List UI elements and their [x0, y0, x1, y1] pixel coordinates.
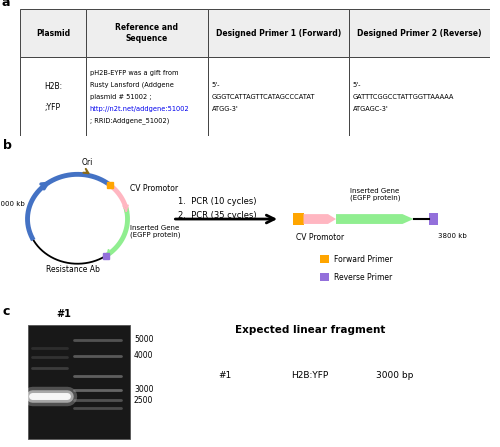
Text: a: a	[1, 0, 10, 9]
Bar	[208, 9, 349, 57]
Text: b: b	[2, 139, 12, 152]
Text: Reference and
Sequence: Reference and Sequence	[116, 23, 178, 43]
Bar	[292, 213, 304, 225]
Text: 6000 kb: 6000 kb	[0, 201, 25, 207]
Text: Inserted Gene
(EGFP protein): Inserted Gene (EGFP protein)	[130, 224, 181, 238]
Text: 2.  PCR (35 cycles): 2. PCR (35 cycles)	[178, 211, 256, 219]
Text: CV Promotor: CV Promotor	[296, 233, 344, 242]
Text: ATGAGC-3': ATGAGC-3'	[353, 106, 388, 112]
Text: Expected linear fragment: Expected linear fragment	[235, 325, 385, 335]
Text: Ori: Ori	[82, 158, 93, 167]
Text: Forward Primer: Forward Primer	[334, 255, 392, 264]
Bar	[20, 9, 86, 57]
Text: H2B:YFP: H2B:YFP	[292, 371, 329, 380]
Text: GGGTCATTAGTTCATAGCCCATAT: GGGTCATTAGTTCATAGCCCATAT	[212, 94, 316, 100]
FancyArrow shape	[336, 214, 413, 224]
Text: Designed Primer 2 (Reverse): Designed Primer 2 (Reverse)	[357, 29, 482, 38]
Text: GATTTCGGCCTATTGGTTAAAAA: GATTTCGGCCTATTGGTTAAAAA	[353, 94, 454, 100]
Text: Inserted Gene
(EGFP protein): Inserted Gene (EGFP protein)	[350, 188, 400, 201]
Text: 5'-: 5'-	[212, 82, 220, 88]
Text: 5'-: 5'-	[353, 82, 362, 88]
Text: Reverse Primer: Reverse Primer	[334, 273, 392, 282]
Bar	[86, 9, 208, 57]
Text: #1: #1	[56, 309, 71, 319]
Bar	[28, 325, 130, 439]
Text: Designed Primer 1 (Forward): Designed Primer 1 (Forward)	[216, 29, 341, 38]
Text: Rusty Lansford (Addgene: Rusty Lansford (Addgene	[90, 81, 174, 88]
Text: H2B:

;YFP: H2B: ;YFP	[44, 82, 62, 112]
Text: ; RRID:Addgene_51002): ; RRID:Addgene_51002)	[90, 118, 169, 124]
Text: Plasmid: Plasmid	[36, 29, 70, 38]
Bar	[349, 57, 490, 136]
Text: 4000: 4000	[134, 351, 154, 360]
Bar	[428, 213, 438, 225]
Bar	[208, 57, 349, 136]
Text: 5000: 5000	[134, 335, 154, 344]
Text: Resistance Ab: Resistance Ab	[46, 265, 100, 274]
Text: 3000 bp: 3000 bp	[376, 371, 414, 380]
Text: pH2B-EYFP was a gift from: pH2B-EYFP was a gift from	[90, 70, 178, 76]
Text: 2500: 2500	[134, 396, 154, 405]
Text: plasmid # 51002 ;: plasmid # 51002 ;	[90, 94, 151, 100]
Bar	[320, 255, 329, 263]
Bar	[320, 273, 329, 281]
FancyArrow shape	[304, 214, 336, 224]
Text: 3800 kb: 3800 kb	[438, 233, 467, 239]
Bar	[86, 57, 208, 136]
Text: http://n2t.net/addgene:51002: http://n2t.net/addgene:51002	[90, 106, 190, 112]
Text: CV Promotor: CV Promotor	[130, 184, 178, 193]
Bar	[20, 57, 86, 136]
Text: #1: #1	[218, 371, 232, 380]
Text: 3000: 3000	[134, 385, 154, 394]
Text: c: c	[2, 305, 10, 318]
Text: 1.  PCR (10 cycles): 1. PCR (10 cycles)	[178, 197, 256, 206]
Text: ATGG-3': ATGG-3'	[212, 106, 238, 112]
Bar	[349, 9, 490, 57]
